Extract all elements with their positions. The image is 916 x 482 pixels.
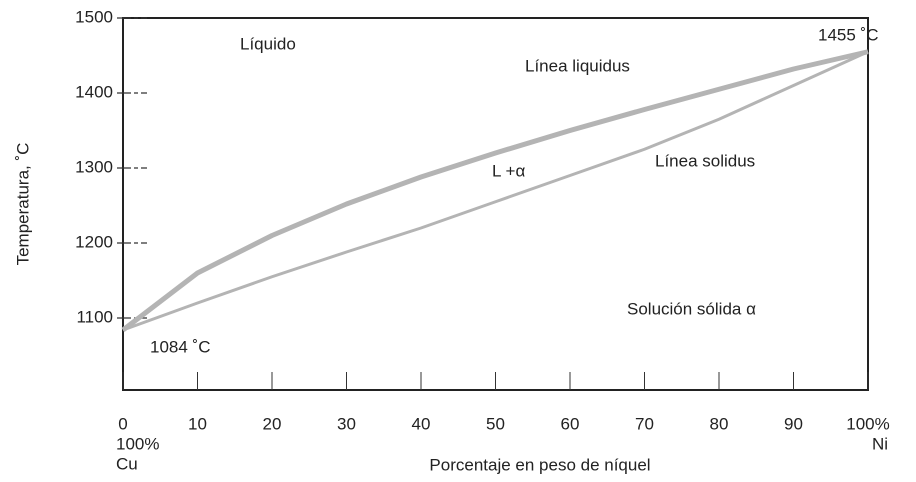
series-label: Línea solidus — [655, 151, 755, 170]
x-tick-label: 50 — [486, 414, 505, 433]
y-tick-label: 1300 — [75, 157, 113, 176]
x-end-label: 100% — [116, 434, 159, 453]
x-tick-label: 20 — [263, 414, 282, 433]
annotation: 1084 ˚C — [150, 337, 210, 356]
x-tick-label: 10 — [188, 414, 207, 433]
series-line — [121, 49, 869, 332]
x-end-label: Cu — [116, 454, 138, 473]
series-label: Línea liquidus — [525, 56, 630, 75]
x-tick-label: 70 — [635, 414, 654, 433]
annotation: L +α — [492, 161, 525, 180]
x-tick-label: 0 — [118, 414, 127, 433]
x-tick-label: 100% — [846, 414, 889, 433]
x-tick-label: 90 — [784, 414, 803, 433]
x-axis-label: Porcentaje en peso de níquel — [429, 455, 650, 474]
y-tick-label: 1500 — [75, 7, 113, 26]
x-tick-label: 60 — [561, 414, 580, 433]
y-axis-label: Temperatura, ˚C — [13, 143, 32, 266]
series-line — [122, 50, 869, 332]
y-tick-label: 1400 — [75, 82, 113, 101]
annotation: Solución sólida α — [627, 299, 756, 318]
annotation: 1455 ˚C — [818, 25, 878, 44]
y-tick-label: 1100 — [76, 307, 113, 326]
x-tick-label: 40 — [412, 414, 431, 433]
x-tick-label: 80 — [710, 414, 729, 433]
x-end-label: Ni — [872, 434, 888, 453]
x-tick-label: 30 — [337, 414, 356, 433]
y-tick-label: 1200 — [75, 232, 113, 251]
plot-frame — [122, 17, 869, 391]
annotation: Líquido — [240, 34, 296, 53]
